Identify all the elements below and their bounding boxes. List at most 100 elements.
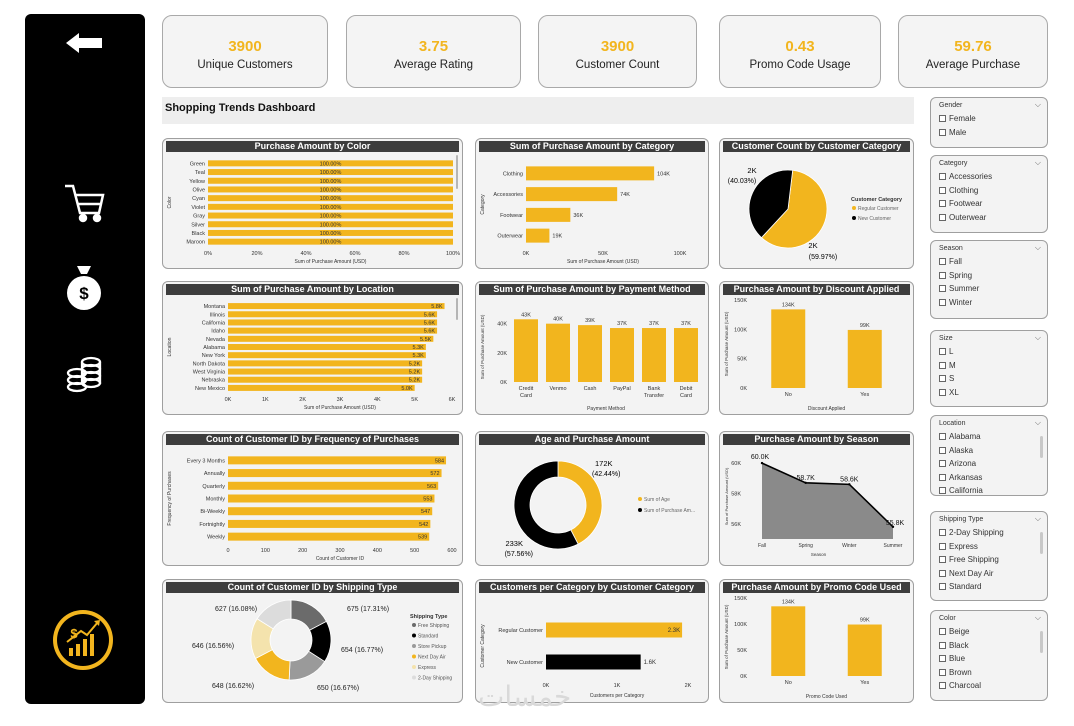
checkbox[interactable] xyxy=(939,460,946,467)
bar[interactable] xyxy=(526,187,618,202)
slicer-option[interactable]: Footwear xyxy=(931,197,1047,211)
slicer-option[interactable]: Alaska xyxy=(931,444,1047,458)
slicer-option[interactable]: XL xyxy=(931,386,1047,400)
bar[interactable] xyxy=(228,319,438,326)
bar[interactable] xyxy=(228,303,445,310)
slicer-size[interactable]: Size ⌵ L M S XL xyxy=(930,330,1048,407)
bar[interactable] xyxy=(228,532,430,541)
bar[interactable] xyxy=(228,352,426,359)
checkbox[interactable] xyxy=(939,668,946,676)
slicer-option[interactable]: Clothing xyxy=(931,184,1047,198)
bar[interactable] xyxy=(228,481,439,490)
bar[interactable] xyxy=(208,229,453,236)
pie-slice[interactable] xyxy=(513,460,579,550)
slicer-option[interactable]: M xyxy=(931,359,1047,373)
slicer-option[interactable]: Brown xyxy=(931,666,1047,680)
slicer-option[interactable]: Accessories xyxy=(931,170,1047,184)
checkbox[interactable] xyxy=(939,682,946,689)
bar[interactable] xyxy=(208,169,453,176)
chevron-down-icon[interactable]: ⌵ xyxy=(1034,158,1041,167)
bar[interactable] xyxy=(674,328,698,382)
bar[interactable] xyxy=(208,186,453,193)
bar[interactable] xyxy=(228,344,426,350)
slicer-option[interactable]: 2-Day Shipping xyxy=(931,526,1047,540)
bar[interactable] xyxy=(208,195,453,202)
chevron-down-icon[interactable]: ⌵ xyxy=(1034,333,1041,342)
bar[interactable] xyxy=(546,654,641,670)
slicer-option[interactable]: Blue xyxy=(931,652,1047,666)
checkbox[interactable] xyxy=(939,200,946,207)
slicer-option[interactable]: Charcoal xyxy=(931,679,1047,693)
checkbox[interactable] xyxy=(939,433,946,440)
bar[interactable] xyxy=(526,166,655,181)
checkbox[interactable] xyxy=(939,569,946,577)
slicer-option[interactable]: Summer xyxy=(931,282,1047,296)
bar[interactable] xyxy=(526,228,550,243)
data-point[interactable] xyxy=(891,525,895,529)
bar[interactable] xyxy=(208,212,453,219)
shopping-cart-icon[interactable] xyxy=(65,184,105,223)
coin-stack-icon[interactable] xyxy=(66,356,102,393)
checkbox[interactable] xyxy=(939,115,946,122)
bar[interactable] xyxy=(228,519,431,528)
slicer-option[interactable]: Winter xyxy=(931,296,1047,310)
checkbox[interactable] xyxy=(939,542,946,550)
checkbox[interactable] xyxy=(939,173,946,180)
checkbox[interactable] xyxy=(939,285,946,292)
checkbox[interactable] xyxy=(939,213,946,221)
slicer-option[interactable]: Beige xyxy=(931,625,1047,639)
checkbox[interactable] xyxy=(939,298,946,306)
checkbox[interactable] xyxy=(939,583,946,590)
bar[interactable] xyxy=(228,456,447,465)
slicer-season[interactable]: Season ⌵ Fall Spring Summer Winter xyxy=(930,240,1048,319)
chevron-down-icon[interactable]: ⌵ xyxy=(1034,243,1041,252)
checkbox[interactable] xyxy=(939,446,946,454)
checkbox[interactable] xyxy=(939,655,946,662)
slicer-option[interactable]: Fall xyxy=(931,255,1047,269)
money-bag-icon[interactable]: $ xyxy=(67,266,101,310)
bar[interactable] xyxy=(208,238,453,245)
back-arrow-icon[interactable] xyxy=(66,33,102,53)
pie-slice[interactable] xyxy=(256,599,292,630)
checkbox[interactable] xyxy=(939,641,946,649)
bar[interactable] xyxy=(208,203,453,210)
bar[interactable] xyxy=(546,622,683,638)
slicer-option[interactable]: California xyxy=(931,484,1047,495)
slicer-option[interactable]: S xyxy=(931,372,1047,386)
chart-scrollbar[interactable] xyxy=(456,298,458,320)
checkbox[interactable] xyxy=(939,271,946,279)
slicer-option[interactable]: Male xyxy=(931,126,1047,140)
bar[interactable] xyxy=(208,221,453,228)
bar[interactable] xyxy=(228,384,415,391)
bar[interactable] xyxy=(642,328,666,382)
pie-slice[interactable] xyxy=(748,169,794,239)
bar[interactable] xyxy=(514,319,538,382)
slicer-location[interactable]: Location ⌵ Alabama Alaska Arizona Arkansas Cal… xyxy=(930,415,1048,496)
pie-slice[interactable] xyxy=(557,460,603,545)
slicer-option[interactable]: Arizona xyxy=(931,457,1047,471)
bar[interactable] xyxy=(771,309,806,388)
checkbox[interactable] xyxy=(939,186,946,194)
slicer-scrollbar[interactable] xyxy=(1040,436,1043,458)
bar[interactable] xyxy=(610,328,634,382)
pie-slice[interactable] xyxy=(760,169,828,249)
bar[interactable] xyxy=(228,507,433,516)
slicer-color[interactable]: Color ⌵ Beige Black Blue Brown Charcoal xyxy=(930,610,1048,701)
slicer-option[interactable]: Next Day Air xyxy=(931,567,1047,581)
slicer-option[interactable]: L xyxy=(931,345,1047,359)
checkbox[interactable] xyxy=(939,348,946,355)
bar[interactable] xyxy=(771,606,806,676)
checkbox[interactable] xyxy=(939,375,946,382)
slicer-option[interactable]: Spring xyxy=(931,269,1047,283)
checkbox[interactable] xyxy=(939,258,946,265)
checkbox[interactable] xyxy=(939,361,946,369)
area-fill[interactable] xyxy=(762,463,893,539)
slicer-option[interactable]: Express xyxy=(931,540,1047,554)
bar[interactable] xyxy=(847,329,882,388)
bar[interactable] xyxy=(228,327,438,334)
chevron-down-icon[interactable]: ⌵ xyxy=(1034,100,1041,109)
bar[interactable] xyxy=(228,368,423,375)
slicer-scrollbar[interactable] xyxy=(1040,631,1043,653)
checkbox[interactable] xyxy=(939,556,946,563)
bar[interactable] xyxy=(526,207,571,222)
